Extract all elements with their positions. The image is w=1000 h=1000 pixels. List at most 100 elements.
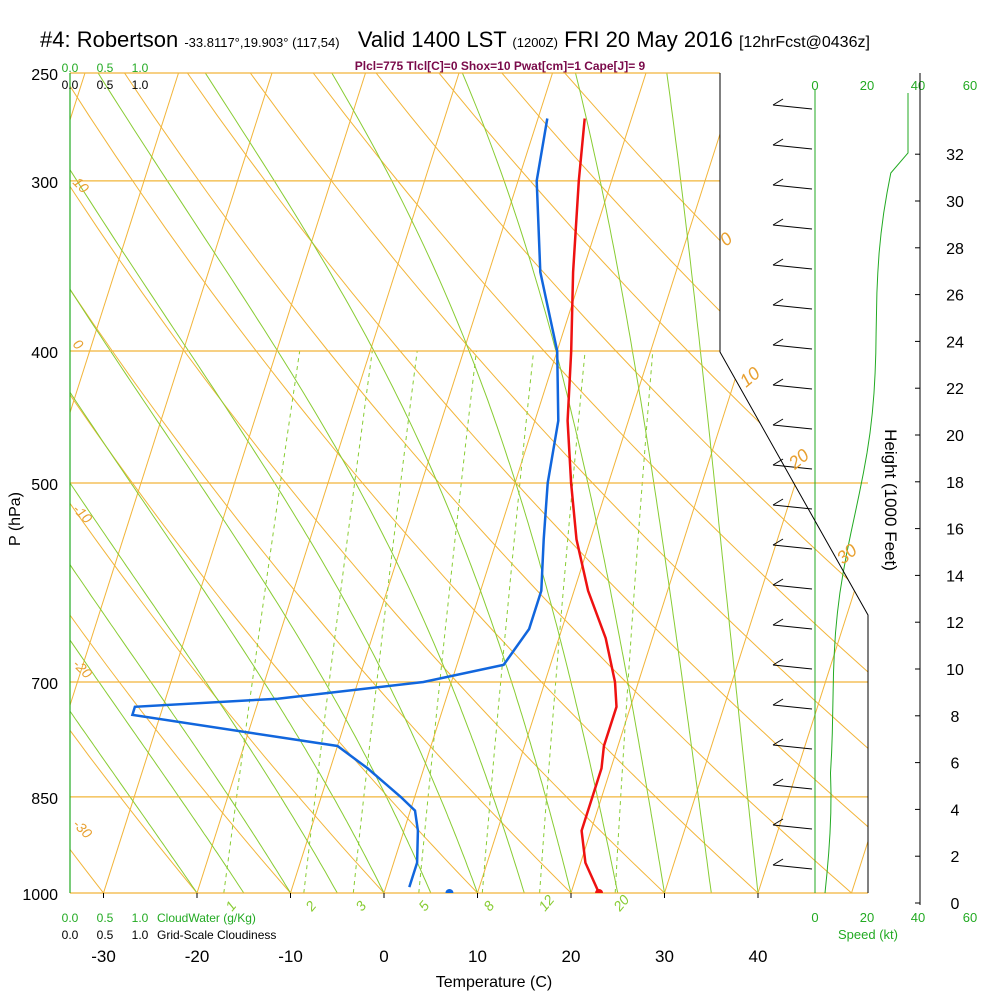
cloudwater-scale-bottom: 1.0	[132, 911, 149, 925]
wind-barb	[772, 824, 813, 830]
speed-tick-label-top: 60	[963, 78, 977, 93]
title-date: FRI 20 May 2016	[564, 27, 733, 52]
wind-barb-flag	[772, 98, 784, 106]
moist-adiabat-line	[204, 73, 572, 893]
cloudiness-scale-top: 1.0	[132, 78, 149, 92]
speed-tick-label-bottom: 60	[963, 910, 977, 925]
dry-adiabat-line	[70, 73, 198, 893]
wind-barb-flag	[772, 578, 784, 586]
wind-barb	[772, 504, 813, 510]
surface-dewpoint-marker	[445, 889, 454, 893]
wind-barb	[772, 584, 813, 590]
wind-barb	[772, 864, 813, 870]
cloudwater-scale-top: 0.0	[62, 61, 79, 75]
height-tick-label: 14	[946, 568, 964, 585]
height-tick-label: 26	[946, 288, 964, 305]
wind-barb	[772, 184, 813, 190]
wind-barb	[772, 104, 813, 110]
wind-barb-flag	[772, 538, 784, 546]
mixing-ratio-line	[614, 350, 654, 893]
isotherm-line	[757, 73, 868, 893]
temp-tick-label: -30	[91, 947, 116, 966]
mixing-ratio-label: 3	[352, 898, 369, 914]
speed-axis-title: Speed (kt)	[838, 927, 898, 942]
height-tick-label: 4	[951, 802, 960, 819]
cloudiness-scale-top: 0.0	[62, 78, 79, 92]
mixing-ratio-line	[418, 350, 477, 893]
wind-barb-flag	[772, 858, 784, 866]
pressure-tick-label: 250	[31, 67, 58, 84]
mixing-ratio-line	[539, 350, 586, 893]
title-valid: Valid 1400 LST	[357, 27, 507, 52]
dry-adiabat-line	[70, 73, 665, 893]
cloudwater-scale-bottom: 0.5	[97, 911, 114, 925]
dry-adiabat-line	[249, 73, 868, 893]
temp-tick-label: 20	[562, 947, 581, 966]
wind-barb-flag	[772, 338, 784, 346]
wind-barb-flag	[772, 498, 784, 506]
dry-adiabat-line	[312, 73, 868, 893]
wind-barb-flag	[772, 418, 784, 426]
dry-adiabat-label: 0	[70, 336, 87, 353]
dry-adiabat-line	[124, 73, 852, 893]
wind-barb	[772, 664, 813, 670]
wind-barb	[772, 784, 813, 790]
height-tick-label: 24	[946, 334, 964, 351]
moist-adiabat-line	[70, 73, 432, 893]
title-zulu: (1200Z)	[512, 35, 558, 50]
dry-adiabat-line	[70, 73, 478, 893]
temp-tick-label: 30	[655, 947, 674, 966]
wind-barb-flag	[772, 178, 784, 186]
cloudiness-scale-bottom: 0.0	[62, 928, 79, 942]
chart-title: #4: Robertson -33.8117°,19.903° (117,54)…	[40, 29, 870, 51]
cloudwater-scale-top: 0.5	[97, 61, 114, 75]
mixing-ratio-label: 20	[609, 892, 632, 915]
plot-frame	[719, 73, 869, 893]
height-tick-label: 0	[951, 896, 960, 913]
wind-speed-profile	[824, 93, 909, 894]
wind-barb	[772, 544, 813, 550]
dry-adiabat-label: 10	[70, 174, 92, 196]
height-tick-label: 12	[946, 615, 964, 632]
pressure-tick-label: 1000	[22, 887, 58, 904]
temp-tick-label: 10	[468, 947, 487, 966]
wind-barb-flag	[772, 818, 784, 826]
wind-barb-flag	[772, 258, 784, 266]
moist-adiabat-line	[666, 73, 759, 893]
wind-barb	[772, 264, 813, 270]
mixing-ratio-label: 2	[301, 898, 319, 915]
wind-barb-flag	[772, 658, 784, 666]
height-axis-title: Height (1000 Feet)	[881, 429, 900, 571]
wind-barb	[772, 384, 813, 390]
wind-barb	[772, 304, 813, 310]
dewpoint-profile	[130, 118, 560, 888]
wind-barb	[772, 344, 813, 350]
title-station: #4: Robertson	[40, 27, 179, 52]
height-tick-label: 10	[946, 662, 964, 679]
cloudiness-scale-bottom: 1.0	[132, 928, 149, 942]
cloudwater-legend: CloudWater (g/Kg)	[157, 911, 256, 925]
height-tick-label: 30	[946, 194, 964, 211]
temp-tick-label: 0	[379, 947, 388, 966]
wind-barb	[772, 704, 813, 710]
wind-barb	[772, 224, 813, 230]
dry-adiabat-line	[438, 73, 868, 893]
wind-barb	[772, 744, 813, 750]
moist-adiabat-line	[70, 73, 385, 893]
mixing-ratio-line	[352, 350, 418, 893]
pressure-tick-label: 700	[31, 676, 58, 693]
isotherm-line	[70, 73, 179, 893]
wind-barb-flag	[772, 138, 784, 146]
wind-barb-flag	[772, 738, 784, 746]
dry-adiabat-label: -30	[70, 816, 96, 842]
height-tick-label: 8	[951, 709, 960, 726]
height-tick-label: 28	[946, 241, 964, 258]
title-coords: -33.8117°,19.903° (117,54)	[184, 35, 340, 50]
moist-adiabat-line	[70, 73, 198, 893]
title-forecast: [12hrFcst@0436z]	[738, 34, 870, 51]
cloudwater-scale-bottom: 0.0	[62, 911, 79, 925]
temp-tick-label: -20	[185, 947, 210, 966]
speed-tick-label-bottom: 0	[811, 910, 818, 925]
mixing-ratio-label: 12	[535, 892, 557, 914]
